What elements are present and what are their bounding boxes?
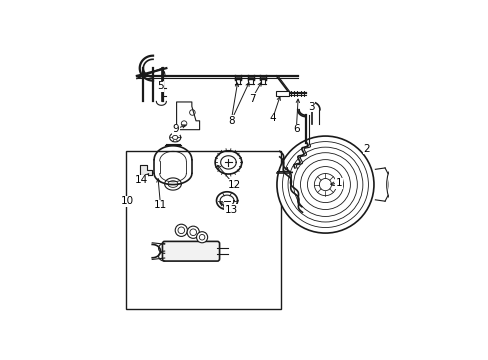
Ellipse shape (386, 169, 396, 200)
Text: 12: 12 (227, 180, 240, 190)
Text: 2: 2 (363, 144, 369, 153)
Text: 7: 7 (248, 94, 255, 104)
Text: 4: 4 (269, 113, 276, 123)
Text: 5: 5 (157, 81, 163, 91)
Circle shape (276, 136, 373, 233)
Text: 6: 6 (292, 124, 299, 134)
Text: 14: 14 (134, 175, 147, 185)
Circle shape (175, 224, 187, 237)
Text: 11: 11 (154, 201, 167, 210)
Text: 10: 10 (121, 196, 134, 206)
Polygon shape (140, 165, 151, 175)
Circle shape (187, 226, 199, 238)
FancyBboxPatch shape (162, 242, 219, 261)
Text: 3: 3 (307, 102, 314, 112)
Bar (125, 151, 281, 309)
Text: 1: 1 (335, 178, 342, 188)
Bar (276, 91, 288, 96)
Circle shape (196, 232, 207, 243)
Text: 9: 9 (172, 124, 179, 134)
Text: 13: 13 (224, 204, 237, 215)
Text: 8: 8 (227, 116, 234, 126)
